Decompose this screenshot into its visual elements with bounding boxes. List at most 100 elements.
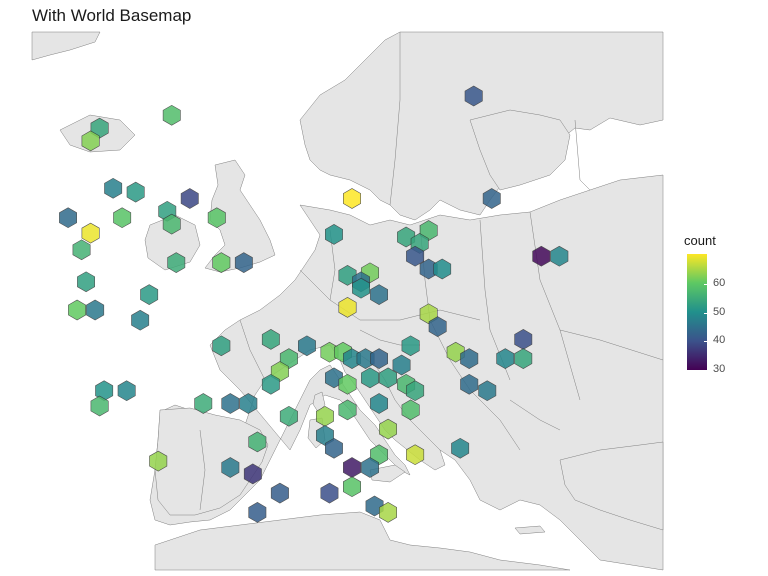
hexbin-cell	[532, 245, 551, 267]
border-line	[509, 399, 561, 431]
hexbin-cell	[81, 222, 100, 244]
hexbin-cell	[361, 367, 380, 389]
hexbin-cell	[126, 181, 145, 203]
hexbin-cell	[162, 213, 181, 235]
hexbin-cell	[370, 444, 389, 466]
hexbin-cell	[352, 277, 371, 299]
hexbin-cell	[234, 252, 253, 273]
hexbin-cell	[496, 348, 515, 369]
hexbin-cell	[338, 373, 357, 395]
hexbin-cell	[162, 104, 181, 126]
border-line	[299, 269, 481, 321]
hexbin-cell	[207, 207, 226, 229]
hexbin-layer	[59, 85, 569, 523]
hexbin-cell	[221, 457, 240, 478]
border-line	[529, 211, 581, 401]
hexbin-cell	[324, 224, 343, 245]
hexbin-cell	[248, 502, 267, 523]
hexbin-cell	[446, 341, 465, 363]
landmass-crete	[514, 525, 546, 535]
border-line	[559, 329, 664, 361]
hexbin-cell	[167, 252, 186, 273]
hexbin-cell	[212, 335, 231, 357]
landmass-iberia	[154, 407, 269, 516]
hexbin-cell	[419, 220, 438, 241]
hexbin-cell	[338, 297, 357, 318]
hexbin-cell	[113, 207, 132, 229]
legend-title: count	[684, 233, 716, 248]
hexbin-cell	[379, 502, 398, 523]
hexbin-cell	[482, 188, 501, 209]
hexbin-cell	[324, 437, 343, 459]
hexbin-cell	[320, 482, 339, 504]
legend-tick-label: 40	[713, 334, 726, 346]
color-legend: count 60 50 40 30	[684, 233, 754, 378]
landmass-northeast	[469, 109, 571, 191]
hexbin-cell	[131, 309, 150, 331]
landmass-ireland	[144, 214, 201, 271]
hexbin-cell	[342, 188, 362, 209]
hexbin-cell	[248, 431, 267, 453]
border-line	[389, 32, 401, 206]
hexbin-cell	[365, 495, 384, 517]
border-line	[239, 319, 266, 381]
hexbin-cell	[194, 393, 213, 414]
legend-tickmark	[704, 284, 707, 285]
hexbin-cell	[361, 457, 380, 478]
map-title: With World Basemap	[32, 6, 192, 25]
hexbin-cell	[180, 188, 199, 209]
hexbin-cell	[397, 226, 416, 248]
hexbin-cell	[428, 316, 447, 337]
hexbin-cell	[460, 348, 479, 369]
hexbin-cell	[104, 177, 123, 199]
border-line	[199, 429, 206, 511]
hexbin-cell	[59, 207, 77, 229]
legend-tick-label: 60	[713, 277, 726, 289]
hexbin-cell	[140, 284, 159, 305]
hexbin-cell	[81, 130, 100, 152]
hexbin-cell	[149, 450, 168, 472]
land-layer	[31, 31, 664, 571]
hexbin-cell	[550, 245, 569, 267]
border-line	[574, 119, 591, 191]
hexbin-cell	[279, 405, 298, 427]
hexbin-cell	[297, 335, 316, 357]
legend-tick-label: 50	[713, 306, 726, 318]
hexbin-cell	[270, 482, 289, 504]
hexbin-cell	[451, 437, 470, 459]
legend-colorbar	[687, 254, 707, 370]
hexbin-cell	[270, 361, 289, 382]
legend-tick-label: 30	[713, 363, 726, 375]
hexbin-cell	[342, 476, 362, 498]
hexbin-cell	[392, 354, 411, 376]
hexbin-cell	[90, 395, 109, 417]
hexbin-cell	[401, 335, 420, 357]
hexbin-cell	[72, 239, 91, 261]
landmass-north-africa	[154, 511, 571, 571]
hexbin-cell	[324, 367, 343, 389]
hexbin-cell	[68, 299, 86, 321]
hexbin-cell	[433, 258, 452, 280]
landmass-greenland	[31, 31, 101, 61]
hexbin-cell	[212, 252, 231, 273]
hexbin-cell	[401, 399, 420, 421]
hexbin-cell	[338, 399, 357, 421]
legend-tickmark	[704, 341, 707, 342]
hexbin-cell	[370, 393, 389, 414]
landmass-anatolia	[559, 441, 664, 531]
hexbin-cell	[261, 329, 280, 350]
hexbin-cell	[379, 367, 398, 389]
hexbin-cell	[221, 393, 240, 414]
hexbin-cell	[86, 299, 105, 321]
hexbin-cell	[464, 85, 483, 107]
hexbin-cell	[370, 284, 389, 305]
hexbin-cell	[514, 348, 533, 369]
hexbin-cell	[77, 271, 95, 293]
hexbin-cell	[338, 265, 357, 286]
hexbin-cell	[117, 380, 136, 402]
legend-tickmark	[704, 313, 707, 314]
hexbin-cell	[261, 373, 280, 395]
hexbin-cell	[243, 463, 262, 485]
hexbin-cell	[419, 303, 438, 325]
